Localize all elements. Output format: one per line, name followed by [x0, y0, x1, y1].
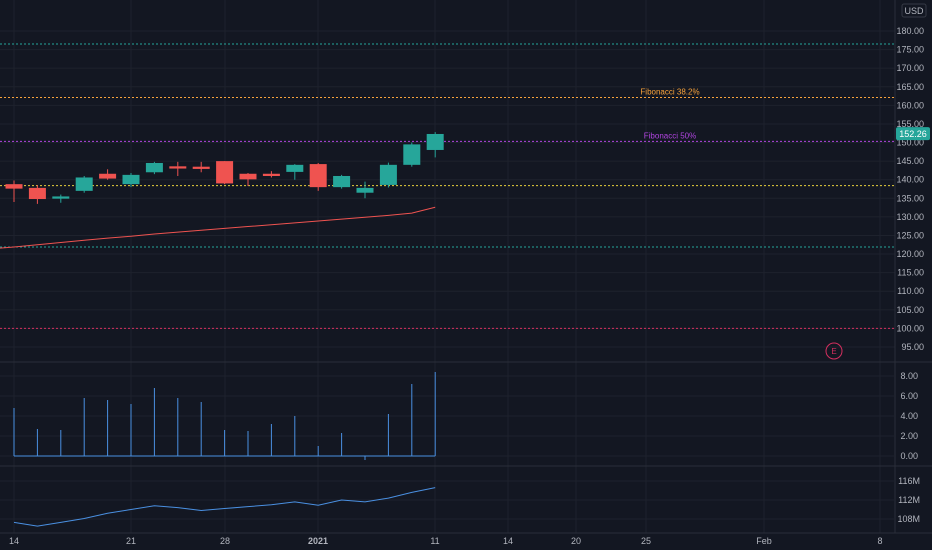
candle	[169, 161, 187, 176]
candle	[426, 132, 444, 158]
x-tick-label: 28	[220, 536, 230, 546]
price-tick-label: 180.00	[896, 26, 924, 36]
volume-tick-label: 6.00	[900, 391, 918, 401]
price-tick-label: 100.00	[896, 323, 924, 333]
price-tick-label: 165.00	[896, 82, 924, 92]
candle-body	[239, 173, 257, 180]
candle	[262, 171, 280, 178]
candle-body	[122, 174, 140, 185]
candle	[216, 161, 234, 185]
candle-body	[403, 144, 421, 165]
price-tick-label: 170.00	[896, 63, 924, 73]
price-tick-label: 145.00	[896, 156, 924, 166]
obv-tick-label: 116M	[898, 476, 920, 486]
last-price-label: 152.26	[899, 129, 927, 139]
candle	[5, 180, 23, 203]
candle	[99, 169, 117, 180]
price-tick-label: 160.00	[896, 100, 924, 110]
candle	[333, 174, 351, 189]
candle	[75, 175, 93, 193]
candle	[122, 173, 140, 188]
grid	[0, 0, 932, 534]
candle-body	[145, 162, 163, 173]
currency-label: USD	[904, 6, 924, 16]
volume-tick-label: 0.00	[900, 451, 918, 461]
x-tick-label: 2021	[308, 536, 328, 546]
price-tick-label: 155.00	[896, 119, 924, 129]
obv-tick-label: 112M	[898, 495, 920, 505]
candle	[309, 162, 327, 191]
candle-body	[286, 164, 304, 172]
candle-body	[262, 173, 280, 176]
earnings-label: E	[831, 347, 836, 356]
obv-tick-label: 108M	[897, 514, 920, 524]
candle	[379, 162, 397, 188]
candle-body	[192, 166, 210, 169]
price-tick-label: 135.00	[896, 193, 924, 203]
candle	[192, 161, 210, 173]
price-tick-label: 140.00	[896, 175, 924, 185]
candle	[28, 185, 46, 204]
candle-body	[5, 184, 23, 189]
candle-body	[333, 175, 351, 188]
candle-body	[99, 173, 117, 179]
x-tick-label: 8	[877, 536, 882, 546]
candle-body	[309, 164, 327, 188]
x-tick-label: 14	[503, 536, 513, 546]
candle	[356, 181, 374, 199]
currency-button[interactable]: USD	[901, 3, 927, 18]
candle-body	[356, 187, 374, 193]
level-label: Fibonacci 50%	[644, 131, 696, 140]
candle-body	[75, 177, 93, 191]
candle-body	[379, 164, 397, 185]
moving-average-line	[0, 206, 436, 249]
price-tick-label: 105.00	[896, 305, 924, 315]
horizontal-levels[interactable]: Fibonacci 38.2% Fibonacci 50%	[0, 43, 895, 329]
obv-line	[13, 487, 436, 527]
level-label: Fibonacci 38.2%	[640, 88, 699, 97]
price-tick-label: 120.00	[896, 249, 924, 259]
price-tick-label: 175.00	[896, 45, 924, 55]
candle	[286, 164, 304, 180]
candle-body	[52, 196, 70, 199]
earnings-marker[interactable]: E	[825, 342, 843, 360]
price-tick-label: 130.00	[896, 212, 924, 222]
price-tick-label: 95.00	[901, 342, 924, 352]
moving-average	[0, 206, 436, 249]
candle	[403, 142, 421, 167]
candle-body	[169, 166, 187, 169]
x-tick-label: 21	[126, 536, 136, 546]
obv-pane	[13, 487, 436, 527]
price-tick-label: 150.00	[896, 138, 924, 148]
x-tick-label: 11	[430, 536, 439, 546]
volume-tick-label: 2.00	[900, 431, 918, 441]
price-tick-label: 110.00	[897, 286, 924, 296]
price-tick-label: 125.00	[896, 230, 924, 240]
price-tick-label: 115.00	[897, 268, 924, 278]
axes: 180.00 175.00 170.00 165.00 160.00 155.00 150.…	[9, 26, 924, 546]
candle-body	[28, 187, 46, 200]
x-tick-label: 20	[571, 536, 581, 546]
x-tick-label: 25	[641, 536, 651, 546]
volume-tick-label: 8.00	[900, 371, 918, 381]
candle	[145, 161, 163, 175]
candles[interactable]	[5, 132, 444, 204]
x-tick-label: Feb	[756, 536, 772, 546]
last-price-tag: 152.26	[896, 127, 930, 141]
candle-body	[216, 161, 234, 184]
volume-tick-label: 4.00	[900, 411, 918, 421]
candle-body	[426, 133, 444, 150]
volume-pane	[13, 372, 436, 460]
candle	[52, 194, 70, 203]
x-tick-label: 14	[9, 536, 19, 546]
candle	[239, 173, 257, 187]
